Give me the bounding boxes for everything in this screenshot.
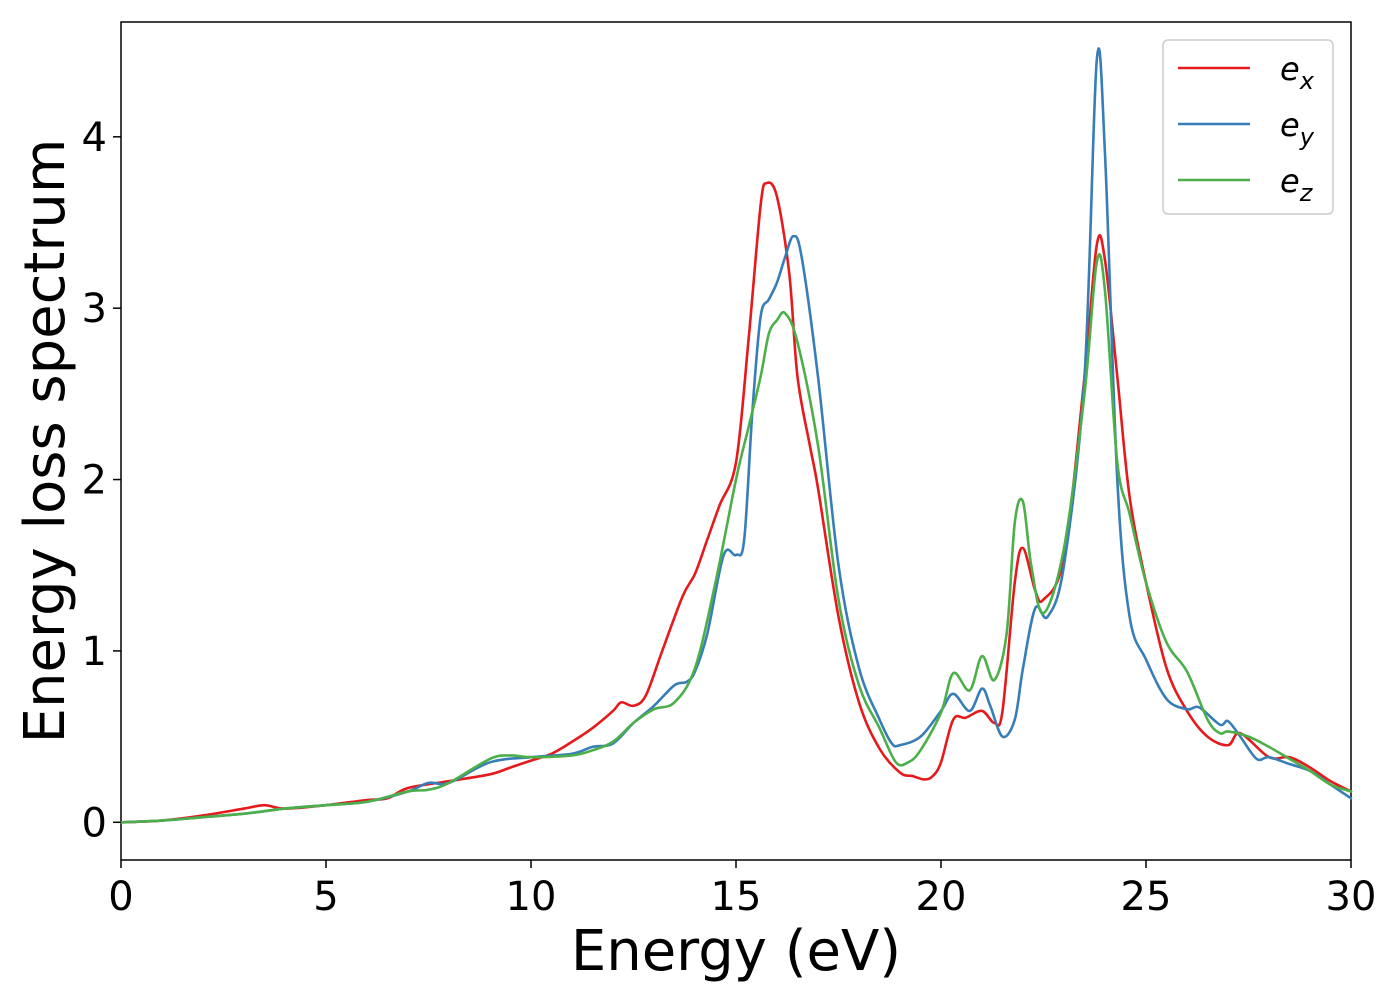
x-tick-label: 15 xyxy=(711,874,762,920)
legend-box xyxy=(1162,39,1334,215)
x-tick-label: 5 xyxy=(313,874,338,920)
y-tick-label: 2 xyxy=(82,458,107,504)
x-tick-label: 20 xyxy=(916,874,967,920)
series-line-y xyxy=(119,47,1353,824)
plot-area xyxy=(120,21,1352,861)
x-axis-ticks: 0 5 10 15 20 25 30 xyxy=(108,860,1376,920)
legend-label-x: ex xyxy=(1280,50,1315,95)
x-tick-label: 30 xyxy=(1326,874,1377,920)
y-axis-label: Energy loss spectrum xyxy=(13,139,78,744)
series-lines xyxy=(119,47,1353,824)
x-tick-label: 0 xyxy=(108,874,133,920)
y-tick-label: 1 xyxy=(82,629,107,675)
y-tick-label: 4 xyxy=(82,115,107,161)
x-tick-label: 10 xyxy=(506,874,557,920)
y-axis-ticks: 0 1 2 3 4 xyxy=(82,115,121,846)
x-tick-label: 25 xyxy=(1121,874,1172,920)
legend-label-y: ey xyxy=(1280,106,1315,151)
x-axis-label: Energy (eV) xyxy=(571,919,901,984)
legend-label-z: ez xyxy=(1280,162,1314,207)
series-line-x xyxy=(119,181,1353,824)
series-line-z xyxy=(119,253,1353,824)
legend: ex ey ez xyxy=(1162,39,1334,215)
y-tick-label: 3 xyxy=(82,286,107,332)
y-tick-label: 0 xyxy=(82,800,107,846)
